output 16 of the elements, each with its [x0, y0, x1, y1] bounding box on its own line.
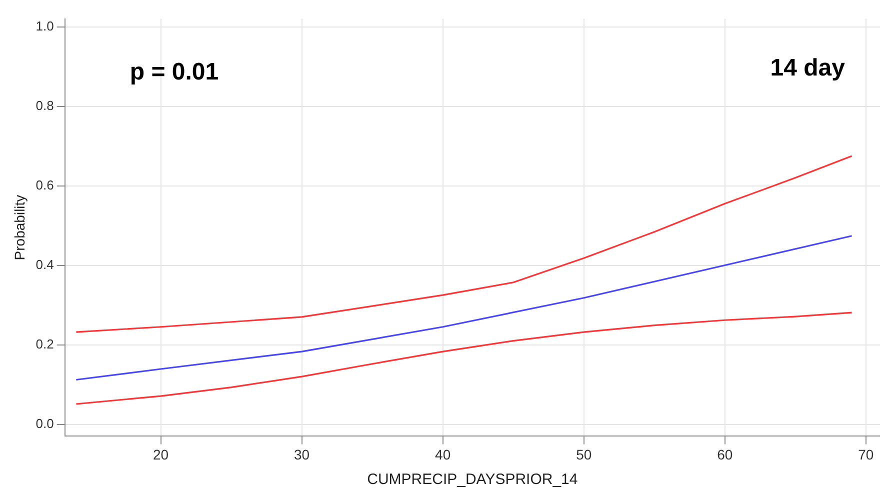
y-tick-label: 1.0	[36, 18, 54, 34]
x-tick-label: 30	[294, 446, 310, 462]
x-tick-label: 70	[858, 446, 874, 462]
y-tick-label: 0.2	[36, 336, 54, 352]
y-tick-label: 0.0	[36, 416, 54, 431]
x-tick-label: 60	[717, 446, 733, 462]
y-tick-label: 0.8	[36, 98, 54, 113]
annotation: p = 0.01	[130, 58, 219, 86]
x-tick-label: 40	[435, 446, 451, 462]
x-tick-label: 50	[576, 446, 592, 462]
y-tick-label: 0.4	[36, 256, 54, 272]
annotation: 14 day	[770, 54, 846, 82]
y-tick-label: 0.6	[36, 177, 54, 192]
y-axis-title: Probability	[11, 194, 28, 260]
x-tick-label: 20	[152, 446, 169, 462]
x-axis-title: CUMPRECIP_DAYSPRIOR_14	[367, 471, 578, 488]
